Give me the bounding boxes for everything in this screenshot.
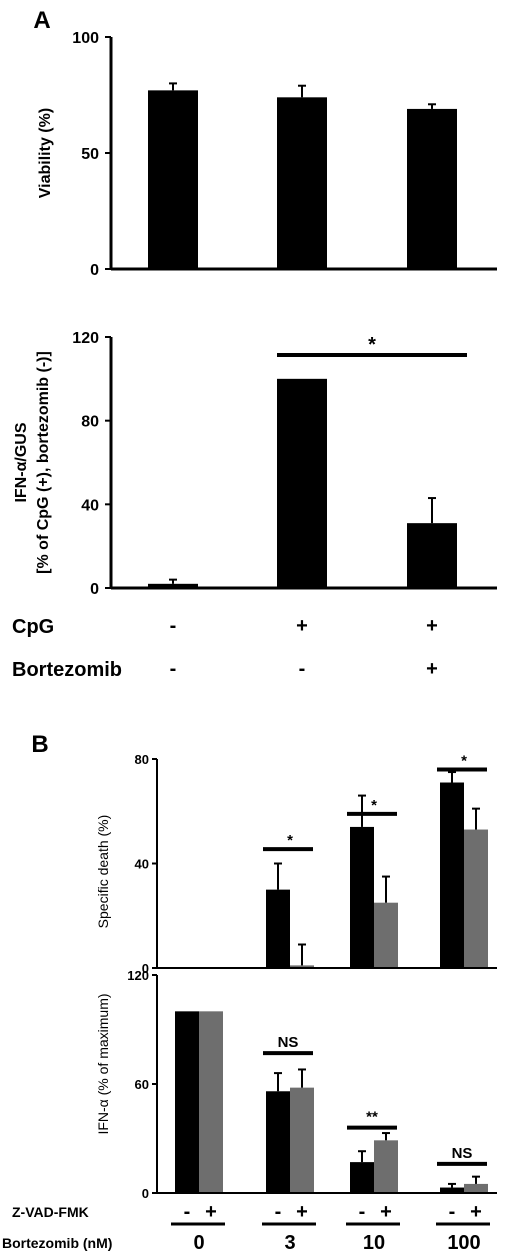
group-label-3: 3 <box>284 1232 295 1254</box>
condition-sign: + <box>426 658 438 680</box>
bar-ifn-s2-4 <box>464 1183 488 1193</box>
condition-sign: - <box>170 658 177 680</box>
bar-death-s1-4 <box>440 782 464 968</box>
condition-label: Z-VAD-FMK <box>12 1204 89 1220</box>
condition-sign: + <box>296 1201 308 1223</box>
y-axis-label: Specific death (%) <box>95 815 111 929</box>
y-tick-label: 120 <box>127 968 149 983</box>
condition-sign: - <box>170 615 177 637</box>
condition-sign: + <box>380 1201 392 1223</box>
y-tick-label: 100 <box>72 30 99 47</box>
bar-death-s2-3 <box>374 902 398 968</box>
panel-label-b: B <box>31 731 48 758</box>
panel-label-a: A <box>33 7 50 34</box>
y-tick-label: 80 <box>81 414 99 431</box>
group-label-10: 10 <box>363 1232 385 1254</box>
bar-ifn-s2-1 <box>199 1011 223 1193</box>
condition-sign: + <box>296 615 308 637</box>
bar-ifn-s2-2 <box>290 1087 314 1193</box>
condition-sign: + <box>426 615 438 637</box>
condition-sign: + <box>205 1201 217 1223</box>
y-axis-label-line1: IFN-α/GUS <box>13 422 30 502</box>
condition-sign: - <box>449 1201 456 1223</box>
condition-label: CpG <box>12 616 54 638</box>
bar-death-s1-3 <box>350 826 374 968</box>
bar-viability-1 <box>148 90 198 269</box>
significance-label: * <box>287 832 293 849</box>
significance-label: NS <box>452 1145 473 1162</box>
condition-label: Bortezomib (nM) <box>2 1235 112 1251</box>
significance-label: * <box>368 334 376 356</box>
bar-ifn-gus-1 <box>148 583 198 588</box>
y-tick-label: 0 <box>90 581 99 598</box>
group-label-0: 0 <box>193 1232 204 1254</box>
significance-label: * <box>461 752 467 769</box>
y-tick-label: 0 <box>142 961 149 976</box>
bar-death-s2-2 <box>290 965 314 968</box>
group-label-100: 100 <box>447 1232 480 1254</box>
significance-label: NS <box>278 1034 299 1051</box>
bar-ifn-s1-3 <box>350 1162 374 1193</box>
y-tick-label: 50 <box>81 146 99 163</box>
significance-label: ** <box>366 1109 378 1126</box>
significance-label: * <box>371 797 377 814</box>
y-axis-label-line2: [% of CpG (+), bortezomib (-)] <box>35 351 52 574</box>
bar-viability-3 <box>407 108 457 269</box>
bar-ifn-s1-2 <box>266 1091 290 1193</box>
bar-ifn-s2-3 <box>374 1140 398 1193</box>
y-tick-label: 40 <box>81 497 99 514</box>
bar-ifn-gus-2 <box>277 378 327 588</box>
condition-sign: - <box>184 1201 191 1223</box>
y-tick-label: 0 <box>90 262 99 279</box>
condition-sign: + <box>470 1201 482 1223</box>
condition-sign: - <box>359 1201 366 1223</box>
y-tick-label: 80 <box>135 752 149 767</box>
bar-ifn-s1-1 <box>175 1011 199 1193</box>
bar-death-s1-2 <box>266 889 290 968</box>
condition-sign: - <box>275 1201 282 1223</box>
condition-sign: - <box>299 658 306 680</box>
y-tick-label: 60 <box>135 1077 149 1092</box>
y-tick-label: 40 <box>135 857 149 872</box>
y-tick-label: 0 <box>142 1186 149 1201</box>
bar-viability-2 <box>277 97 327 269</box>
y-axis-label: Viability (%) <box>37 108 54 198</box>
bar-ifn-gus-3 <box>407 523 457 588</box>
y-tick-label: 120 <box>72 330 99 347</box>
y-axis-label: IFN-α (% of maximum) <box>95 993 111 1134</box>
condition-label: Bortezomib <box>12 659 122 681</box>
bar-ifn-s1-4 <box>440 1187 464 1193</box>
bar-death-s2-4 <box>464 829 488 968</box>
